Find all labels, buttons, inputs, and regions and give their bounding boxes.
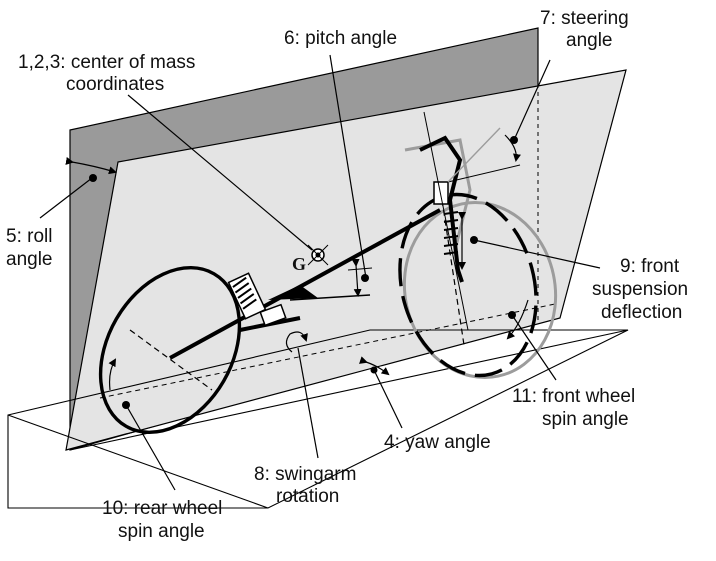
steering-angle-arc [504,134,521,162]
pitch-dot [361,274,369,282]
label-suspension-line1: 9: front [620,256,680,277]
rear-wheel-spin-arrow [108,358,117,391]
leader-swingarm [297,347,319,459]
label-pitch: 6: pitch angle [284,28,397,49]
leader-yaw [373,369,403,429]
leader-pitch [329,54,367,279]
reference-line-dashed [99,303,556,399]
center-of-mass-crosshair [307,244,329,266]
label-rear-spin-line1: 10: rear wheel [102,498,222,519]
label-front-spin-line2: spin angle [542,409,629,430]
center-of-mass-symbol: G [292,254,306,274]
yaw-angle-arc [359,356,390,376]
main-frame [169,208,441,360]
pitch-angle-arrow [351,258,362,297]
label-swingarm-line2: rotation [276,486,339,507]
label-steering-line2: angle [566,30,613,51]
label-swingarm-line1: 8: swingarm [254,464,356,485]
front-wheel-spin-arrow [506,299,529,340]
steering-axis [423,111,469,331]
rear-wheel-spoke-dashed [129,329,213,391]
label-roll-line2: angle [6,249,53,270]
rear-shock-spring [232,276,257,310]
front-shock-body [433,181,449,205]
label-steering-line1: 7: steering [540,8,629,29]
label-suspension-line3: deflection [601,302,682,323]
leader-roll [39,177,93,219]
leader-steering [513,59,551,141]
leader-suspension [473,239,601,269]
front-wheel [398,192,538,378]
frame-gusset [268,285,318,300]
label-suspension-line2: suspension [592,279,688,300]
label-yaw: 4: yaw angle [384,432,491,453]
swingarm-rotation-arc [285,331,308,353]
leader-rear-spin [125,404,176,491]
swingarm-pivot-block [259,303,287,327]
roll-angle-arrow [65,157,117,175]
front-shock-spring [443,211,459,255]
ground-plane [7,329,629,509]
label-roll-line1: 5: roll [6,226,52,247]
label-com-line1: 1,2,3: center of mass [18,52,195,73]
rear-wheel [98,266,242,434]
leader-com [127,94,313,251]
label-front-spin-line1: 11: front wheel [512,386,635,407]
label-com-line2: coordinates [66,74,164,95]
label-rear-spin-line2: spin angle [118,521,205,542]
leader-front-spin [511,314,557,381]
ground-front-edge [7,414,269,509]
steering-reference [447,164,521,183]
front-wheel-axis [441,199,465,346]
roll-dot [89,174,97,182]
steering-rotated [447,127,501,183]
